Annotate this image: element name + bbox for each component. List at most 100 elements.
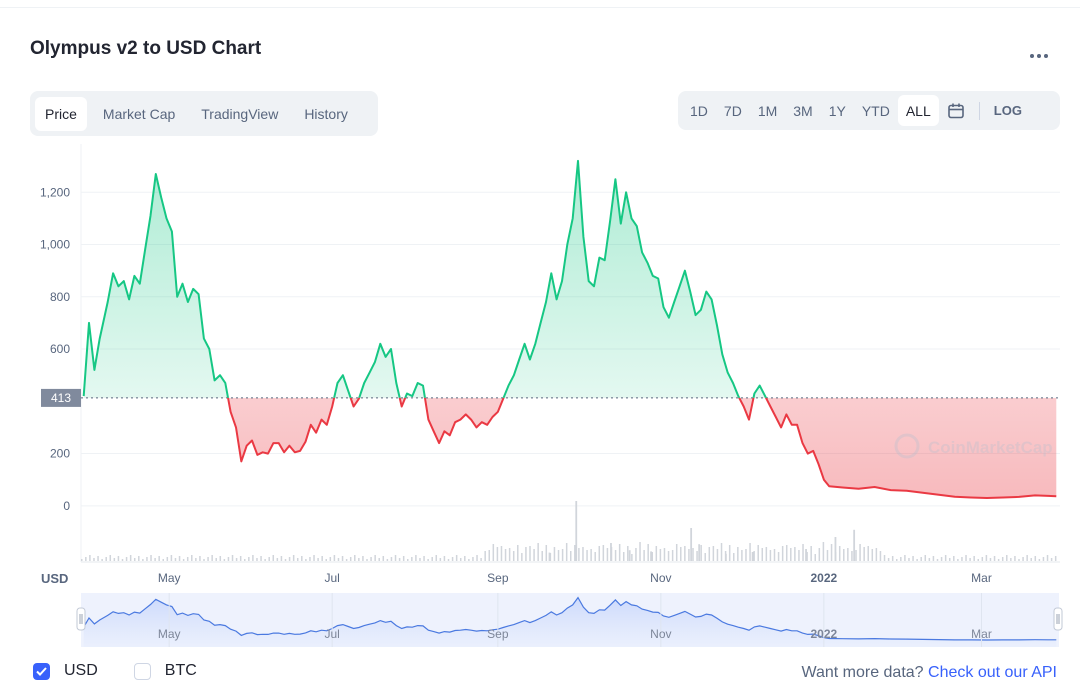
btc-label: BTC (164, 662, 197, 679)
api-link[interactable]: Check out our API (928, 664, 1057, 681)
volume-bar (675, 544, 678, 561)
watermark-text: CoinMarketCap (928, 438, 1053, 457)
usd-checkbox[interactable] (33, 662, 50, 680)
tab-history[interactable]: History (304, 105, 348, 122)
volume-bar (97, 556, 99, 561)
volume-bar (781, 546, 784, 561)
volume-bar (260, 556, 262, 561)
y-tick-label: 1,200 (40, 185, 70, 199)
volume-bar (737, 547, 739, 561)
volume-bar (667, 551, 670, 561)
volume-bar (207, 557, 209, 561)
navigator-tick-label: May (158, 627, 181, 641)
volume-bar (472, 557, 474, 561)
volume-bar (957, 559, 959, 561)
range-1y[interactable]: 1Y (828, 102, 846, 119)
volume-bar (504, 549, 507, 561)
x-tick-label: 2022 (811, 571, 838, 585)
volume-bar (696, 551, 698, 561)
volume-bar (993, 556, 996, 561)
more-dot (1044, 54, 1048, 58)
volume-bar (773, 549, 776, 561)
volume-bar (81, 559, 83, 561)
volume-bar (883, 555, 886, 561)
more-options-button[interactable] (1027, 48, 1051, 64)
volume-bar (936, 559, 939, 561)
range-all[interactable]: ALL (897, 95, 939, 126)
volume-bar (366, 559, 368, 561)
volume-bar (757, 545, 759, 561)
volume-bar (394, 555, 397, 561)
volume-bar (798, 550, 800, 561)
volume-bar (1006, 555, 1008, 561)
volume-bar (166, 557, 169, 561)
volume-bar (643, 550, 645, 561)
volume-bar (997, 559, 1000, 561)
y-tick-label: 800 (50, 290, 70, 304)
range-3m[interactable]: 3M (793, 102, 813, 119)
calendar-button[interactable] (939, 95, 973, 126)
volume-bar (928, 558, 931, 561)
x-tick-label: Mar (971, 571, 992, 585)
volume-bar (329, 557, 332, 561)
volume-bar (541, 551, 543, 561)
volume-bar (1050, 558, 1053, 561)
currency-legend: USD BTC (33, 662, 233, 680)
volume-bar (1022, 557, 1024, 561)
volume-bar (622, 552, 625, 561)
volume-bar (182, 559, 185, 561)
volume-bar (129, 555, 132, 561)
volume-bar (688, 549, 690, 561)
volume-bar (598, 546, 601, 561)
top-divider (0, 7, 1080, 8)
volume-bar (586, 550, 588, 561)
range-ytd[interactable]: YTD (861, 102, 890, 119)
range-7d[interactable]: 7D (723, 102, 742, 119)
volume-bar (802, 544, 804, 561)
x-tick-label: Sep (487, 571, 509, 585)
volume-bar (186, 557, 189, 561)
volume-bar (500, 546, 503, 561)
btc-checkbox[interactable] (133, 662, 151, 680)
coinmarketcap-logo-icon (894, 433, 920, 459)
volume-bar (751, 552, 754, 561)
volume-bar (900, 557, 902, 561)
volume-bar (529, 546, 531, 561)
volume-bar (545, 545, 548, 561)
volume-bar (745, 549, 747, 561)
volume-bar (476, 555, 478, 561)
volume-bar (1014, 556, 1016, 561)
volume-bar (924, 555, 927, 561)
tab-price[interactable]: Price (35, 96, 87, 131)
volume-bar (570, 551, 572, 561)
volume-bar (435, 555, 438, 561)
x-tick-label: May (158, 571, 181, 585)
volume-bar (908, 558, 910, 561)
volume-bar (575, 501, 578, 561)
volume-bar (932, 556, 935, 561)
volume-bar (317, 558, 319, 561)
tab-tradingview[interactable]: TradingView (201, 105, 279, 122)
volume-bar (313, 555, 315, 561)
range-1m[interactable]: 1M (757, 102, 778, 119)
volume-bar (374, 555, 376, 561)
volume-bar (239, 556, 242, 561)
volume-bar (150, 555, 152, 561)
volume-bar (761, 548, 764, 561)
volume-bar (1026, 555, 1028, 561)
volume-bar (113, 558, 116, 561)
price-chart[interactable]: 0 200 600 800 1,000 1,200 CoinMarketCap 413 May J… (0, 140, 1080, 652)
volume-bar (716, 549, 719, 561)
volume-bar (117, 556, 120, 561)
volume-bar (231, 555, 234, 561)
volume-bar (680, 547, 682, 561)
tab-market-cap[interactable]: Market Cap (102, 105, 176, 122)
volume-bar (248, 557, 250, 561)
volume-bar (867, 546, 869, 561)
log-scale-toggle[interactable]: LOG (993, 103, 1022, 118)
navigator-tick-label: Mar (971, 627, 992, 641)
volume-bar (953, 556, 955, 561)
range-1d[interactable]: 1D (690, 102, 708, 119)
volume-bar (191, 555, 193, 561)
volume-bar (537, 543, 539, 561)
